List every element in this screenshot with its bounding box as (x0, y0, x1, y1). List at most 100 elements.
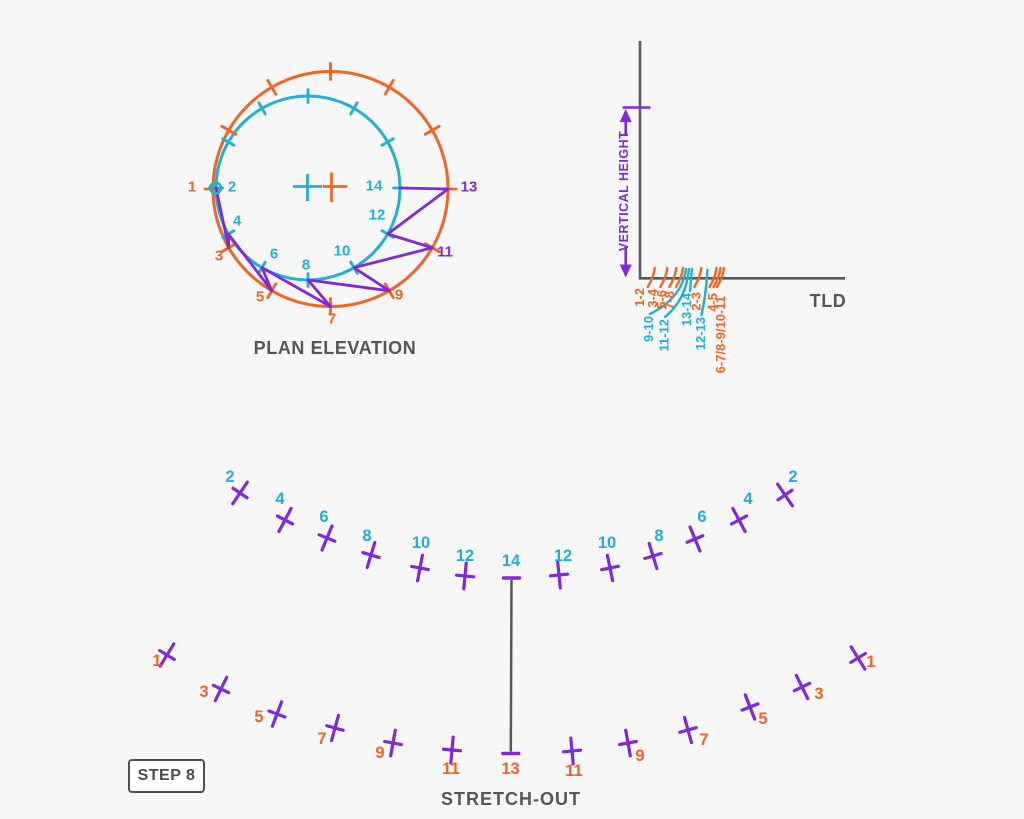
plan-division-tick (220, 124, 238, 136)
plan-tangent-point-marker (208, 181, 223, 195)
stretchout-top-label-2: 2 (225, 468, 234, 486)
stretchout-bottom-mark-3 (211, 683, 231, 695)
plan-point-label-12: 12 (369, 207, 386, 224)
tld-true-length-tick (712, 266, 722, 289)
tld-title: TLD (809, 291, 847, 311)
stretchout-top-label-6: 6 (319, 508, 328, 526)
plan-point-label-13: 13 (461, 179, 478, 196)
tld-label-1-2: 1-2 (632, 288, 647, 307)
tld-true-length-tick (715, 266, 726, 289)
stretchout-top-mark-10 (600, 564, 620, 572)
stretchout-top-mark-4 (729, 514, 749, 526)
tld-true-length-tick (708, 266, 718, 289)
stretchout-bottom-label-7: 7 (699, 731, 708, 749)
plan-triangulation-lines (214, 186, 450, 308)
plan-point-label-6: 6 (270, 246, 278, 263)
vertical-height-label: VERTICAL HEIGHT (617, 130, 631, 252)
plan-point-label-14: 14 (366, 178, 383, 195)
stretchout-bottom-mark-11 (441, 747, 463, 753)
stretchout-top-mark-4 (275, 514, 295, 526)
step-badge: STEP 8 (128, 759, 205, 793)
plan-division-tick (266, 78, 278, 96)
stretchout-top-label-14: 14 (502, 552, 521, 570)
stretchout-top-mark-8 (361, 550, 381, 560)
stretchout-top-label-10: 10 (412, 534, 430, 552)
plan-point-label-1: 1 (188, 179, 196, 196)
stretchout-top-mark-12 (454, 573, 476, 579)
tld-true-length-tick (663, 267, 691, 319)
stretchout-bottom-mark-1 (849, 651, 867, 665)
stretchout-top-label-12: 12 (456, 547, 474, 565)
stretchout-bottom-label-5: 5 (758, 710, 767, 728)
vertical-height-arrowhead-down (619, 264, 632, 278)
stretchout-bottom-label-1: 1 (866, 653, 875, 671)
stretchout-top-mark-6 (317, 533, 337, 543)
step-badge-label: STEP 8 (137, 767, 196, 784)
stretchout-top-mark-8 (643, 551, 663, 561)
stretchout-top-label-4: 4 (743, 490, 753, 508)
stretchout-bottom-mark-5 (740, 702, 760, 712)
tld-label-9-10: 9-10 (641, 316, 656, 342)
stretchout-bottom-mark-7 (678, 726, 698, 734)
stretchout-top-label-12: 12 (554, 547, 572, 565)
plan-elevation-title: PLAN ELEVATION (253, 338, 417, 358)
stretchout-bottom-label-9: 9 (635, 747, 644, 765)
plan-point-label-10: 10 (334, 243, 351, 260)
tld-label-6-7/8-9/10-11: 6-7/8-9/10-11 (713, 296, 728, 373)
tld-axes (638, 41, 845, 280)
plan-point-label-7: 7 (328, 311, 336, 328)
stretchout-bottom-label-11: 11 (442, 760, 459, 778)
plan-point-label-9: 9 (395, 287, 403, 304)
tld-true-length-tick (693, 266, 703, 289)
seam-line-13-14 (509, 579, 513, 752)
stretchout-top-label-2: 2 (788, 468, 797, 486)
tld-true-length-tick (674, 266, 685, 289)
tld-label-11-12: 11-12 (657, 319, 672, 352)
plan-division-tick (423, 124, 441, 136)
stretchout-top-mark-2 (231, 486, 249, 500)
stretchout-bottom-mark-9 (618, 739, 638, 747)
stretchout-bottom-label-13: 13 (501, 760, 519, 778)
plan-division-tick (257, 101, 267, 116)
stretchout-bottom-mark-11 (561, 748, 583, 754)
stretchout-top-mark-12 (548, 572, 570, 578)
stretchout-top-mark-10 (410, 564, 430, 572)
vertical-height-arrowhead-up (619, 109, 632, 122)
stretchout-bottom-mark-7 (325, 724, 345, 732)
tld-label-7-8: 7-8 (662, 291, 677, 310)
stretchout-bottom-label-9: 9 (375, 744, 384, 762)
plan-point-label-4: 4 (233, 213, 242, 230)
stretch-out-title: STRETCH-OUT (441, 789, 581, 809)
plan-division-tick (383, 78, 395, 96)
plan-division-tick (349, 101, 359, 116)
stretchout-bottom-mark-3 (792, 681, 812, 693)
tld-true-length-tick (659, 266, 669, 289)
stretchout-bottom-label-11: 11 (565, 762, 582, 780)
tld-true-length-tick (646, 266, 656, 289)
stretchout-top-mark-2 (776, 488, 794, 502)
plan-point-label-8: 8 (302, 257, 310, 274)
stretchout-bottom-mark-5 (267, 709, 287, 719)
stretchout-top-label-10: 10 (598, 534, 616, 552)
tld-true-length-tick (688, 267, 694, 293)
plan-point-label-3: 3 (215, 248, 223, 265)
stretchout-top-label-4: 4 (275, 490, 285, 508)
stretchout-bottom-mark-1 (158, 648, 176, 662)
tld-label-5-6: 5-6 (654, 290, 669, 309)
plan-point-label-2: 2 (228, 179, 236, 196)
tld-true-length-tick (648, 267, 688, 316)
tld-label-4-5: 4-5 (705, 293, 720, 312)
tld-label-12-13: 12-13 (693, 317, 708, 350)
stretchout-bottom-label-7: 7 (317, 730, 326, 748)
plan-division-tick (380, 137, 395, 147)
stretchout-top-label-6: 6 (697, 508, 706, 526)
tld-label-3-4: 3-4 (645, 288, 660, 308)
stretchout-bottom-label-5: 5 (254, 708, 263, 726)
stretchout-bottom-mark-9 (383, 739, 403, 747)
tld-true-length-tick (668, 266, 678, 289)
stretchout-bottom-label-3: 3 (814, 685, 823, 703)
stretchout-top-label-8: 8 (362, 527, 371, 545)
tld-label-13-14: 13-14 (679, 292, 694, 326)
stretchout-top-label-8: 8 (654, 527, 663, 545)
